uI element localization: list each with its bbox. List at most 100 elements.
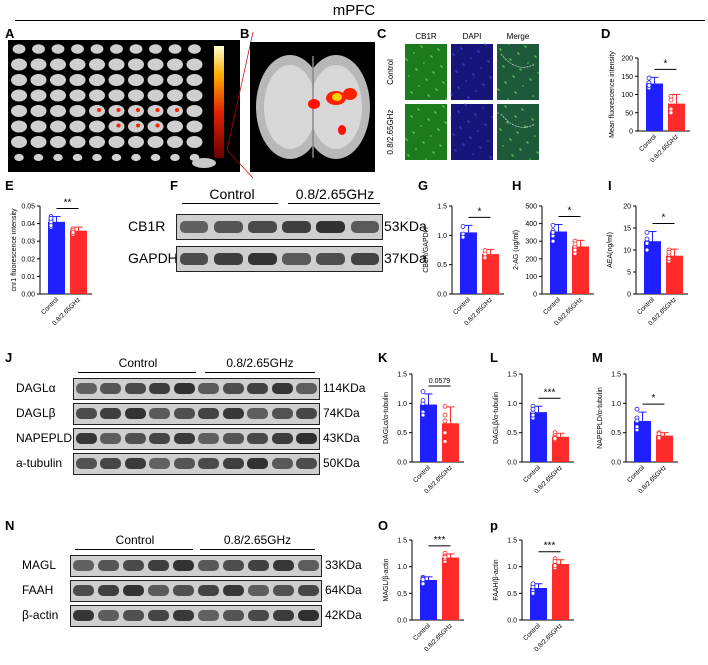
- panel-a-brain-slices: [8, 40, 240, 172]
- panel-label-e: E: [5, 178, 14, 193]
- data-point: [646, 82, 652, 88]
- brain-slice: [147, 105, 164, 117]
- panel-c-col-header: Merge: [507, 32, 530, 41]
- blot-band: [198, 458, 220, 469]
- blot-band: [148, 560, 169, 571]
- brain-slice: [128, 105, 144, 117]
- brain-slice: [110, 44, 123, 54]
- brain-slice: [92, 153, 102, 162]
- panel-label-p: p: [490, 518, 498, 533]
- bar: [656, 435, 673, 462]
- blot-band: [98, 610, 119, 621]
- brain-slice: [30, 89, 47, 102]
- brain-slice: [90, 44, 104, 54]
- brain-slice: [150, 153, 161, 162]
- y-tick-label: 0.5: [397, 430, 407, 437]
- data-point: [442, 439, 448, 444]
- blot-j-group-line-control: [78, 372, 196, 373]
- y-tick-label: 1.0: [397, 401, 407, 408]
- data-point: [530, 581, 536, 587]
- brain-slice: [188, 44, 201, 54]
- data-point: [442, 430, 448, 436]
- blot-band: [149, 383, 171, 394]
- y-tick-label: 0.01: [21, 274, 35, 281]
- significance-label: ***: [544, 541, 556, 552]
- brain-slice: [69, 58, 86, 71]
- blot-f-group-line-treated: [288, 203, 380, 204]
- brain-slice: [11, 58, 27, 71]
- blot-band: [149, 408, 171, 419]
- y-tick-label: 1.0: [507, 564, 517, 571]
- brain-slice: [108, 89, 125, 102]
- blot-band: [198, 585, 219, 596]
- blot-band: [179, 221, 209, 233]
- blot-band: [298, 560, 319, 571]
- brain-slice: [89, 136, 105, 148]
- data-point: [552, 436, 558, 441]
- blot-band: [75, 383, 97, 394]
- bar: [666, 255, 683, 294]
- blot-n-kda-actin: 42KDa: [325, 608, 362, 622]
- blot-band: [179, 253, 209, 265]
- y-tick-label: 20: [623, 204, 631, 211]
- blot-band: [123, 585, 144, 596]
- blot-f-label-cb1r: CB1R: [128, 218, 166, 234]
- blot-band: [124, 408, 146, 419]
- significance-label: *: [662, 213, 666, 224]
- data-point: [420, 389, 426, 394]
- blot-n-strip-magl: [70, 555, 322, 577]
- blot-band: [213, 253, 243, 265]
- brain-slice: [170, 153, 180, 162]
- panel-label-d: D: [601, 26, 611, 41]
- bar: [530, 412, 547, 462]
- blot-band: [100, 433, 122, 444]
- blot-band: [123, 560, 144, 571]
- brain-slice: [128, 89, 144, 102]
- y-tick-label: 0.05: [21, 204, 35, 211]
- blot-band: [296, 458, 318, 469]
- activation-dot: [116, 123, 121, 128]
- blot-band: [148, 585, 169, 596]
- y-tick-label: 0.0: [397, 460, 407, 467]
- activation-dot: [136, 123, 140, 128]
- brain-slice: [186, 89, 203, 102]
- blot-f-group-treated: 0.8/2.65GHz: [295, 186, 375, 202]
- blot-band: [316, 253, 346, 265]
- x-tick-label: Control: [636, 296, 656, 316]
- blot-band: [271, 433, 293, 444]
- blot-band: [273, 560, 294, 571]
- blot-f-kda-cb1r: 53KDa: [384, 218, 427, 234]
- panel-label-i: I: [608, 178, 612, 193]
- data-point: [572, 247, 578, 253]
- data-point: [644, 236, 650, 242]
- blot-j-kda-napepld: 43KDa: [323, 431, 360, 445]
- brain-slice: [69, 105, 86, 117]
- blot-band: [248, 221, 277, 233]
- micrograph-tile: [405, 44, 447, 100]
- data-point: [420, 577, 426, 582]
- data-point: [550, 222, 556, 228]
- blot-band: [198, 383, 220, 394]
- brain-slice: [11, 105, 27, 117]
- data-point: [634, 424, 640, 430]
- brain-slice: [30, 120, 47, 133]
- data-point: [48, 215, 54, 221]
- brain-slice: [89, 120, 105, 133]
- blot-band: [296, 433, 318, 444]
- data-point: [460, 224, 466, 229]
- y-tick-label: 1.0: [611, 401, 621, 408]
- y-tick-label: 0.5: [611, 430, 621, 437]
- blot-n-group-line-control: [75, 549, 193, 550]
- blot-n-kda-faah: 64KDa: [325, 583, 362, 597]
- panel-c-col-header: CB1R: [415, 32, 437, 41]
- x-tick-label: Control: [522, 464, 542, 484]
- chart-o: 0.00.51.01.5MAGL/β-actinControl0.8/2.65G…: [383, 535, 464, 653]
- brain-slice: [11, 89, 27, 102]
- activation-dot: [155, 108, 160, 112]
- y-tick-label: 1.0: [397, 564, 407, 571]
- blot-band: [296, 408, 318, 419]
- panel-label-g: G: [418, 178, 429, 193]
- y-tick-label: 300: [525, 239, 537, 246]
- bar: [460, 232, 477, 294]
